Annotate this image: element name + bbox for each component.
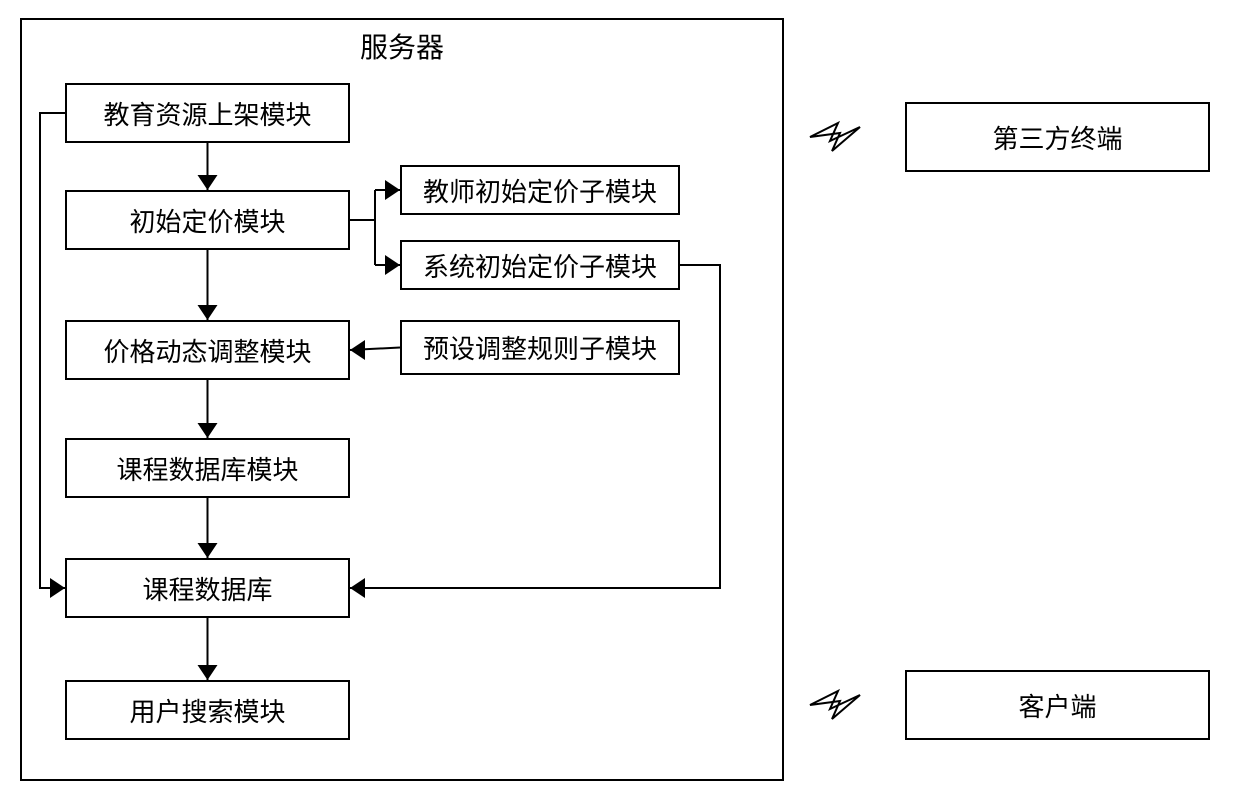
node-course-database: 课程数据库 — [65, 558, 350, 618]
node-course-database-module: 课程数据库模块 — [65, 438, 350, 498]
node-client: 客户端 — [905, 670, 1210, 740]
server-title: 服务器 — [352, 26, 452, 66]
node-user-search-module: 用户搜索模块 — [65, 680, 350, 740]
node-education-resource-shelf-module: 教育资源上架模块 — [65, 83, 350, 143]
node-price-dynamic-adjustment-module: 价格动态调整模块 — [65, 320, 350, 380]
node-initial-pricing-module: 初始定价模块 — [65, 190, 350, 250]
node-teacher-initial-pricing-submodule: 教师初始定价子模块 — [400, 165, 680, 215]
node-system-initial-pricing-submodule: 系统初始定价子模块 — [400, 240, 680, 290]
node-preset-adjustment-rules-submodule: 预设调整规则子模块 — [400, 320, 680, 375]
node-third-party-terminal: 第三方终端 — [905, 102, 1210, 172]
